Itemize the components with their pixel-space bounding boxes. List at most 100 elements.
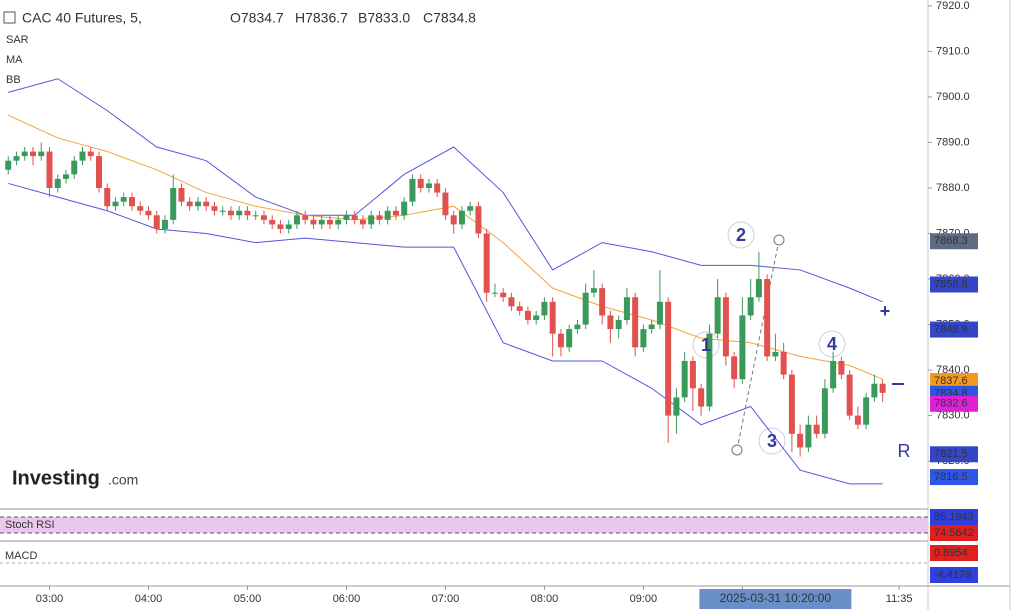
candle-body	[607, 315, 614, 330]
indicator-label[interactable]: MA	[6, 54, 23, 66]
candle-body	[566, 329, 573, 348]
wave-handle[interactable]	[773, 234, 785, 246]
price-badge-label: 86.1943	[934, 511, 974, 523]
candle-body	[780, 351, 787, 375]
candle-body	[71, 160, 78, 175]
candle-body	[706, 333, 713, 407]
price-badge-label: 7868.3	[934, 235, 968, 247]
candle-body	[879, 383, 886, 393]
candle-body	[161, 219, 168, 229]
candle-body	[277, 224, 284, 229]
candle-body	[747, 297, 754, 316]
ohlc-open: O7834.7	[230, 10, 284, 26]
symbol-title: CAC 40 Futures, 5,	[22, 10, 142, 26]
indicator-label[interactable]: SAR	[6, 34, 29, 46]
candle-body	[533, 315, 540, 321]
candle-body	[359, 219, 366, 225]
price-badge	[930, 373, 978, 389]
candle-body	[376, 215, 383, 220]
candle-body	[458, 210, 465, 225]
candle-body	[13, 156, 20, 161]
candle-body	[21, 151, 28, 157]
candle-body	[87, 151, 94, 157]
candle-body	[698, 388, 705, 407]
wave-label: R	[898, 441, 911, 461]
candle-body	[640, 329, 647, 348]
price-badge	[930, 525, 978, 541]
indicator-line	[8, 78, 883, 303]
x-tick-label: 06:00	[333, 593, 361, 605]
candle-body	[467, 206, 474, 211]
candle-body	[417, 178, 424, 188]
candle-body	[714, 297, 721, 334]
candle-body	[318, 219, 325, 225]
candle-body	[128, 197, 135, 207]
candle-body	[574, 324, 581, 330]
x-tick-label: 09:00	[630, 593, 658, 605]
pane-label: MACD	[5, 550, 37, 562]
wave-handle[interactable]	[731, 444, 743, 456]
candle-body	[46, 151, 53, 188]
candle-body	[409, 178, 416, 202]
candle-body	[450, 215, 457, 225]
wave-circle	[818, 330, 846, 358]
candle-body	[244, 210, 251, 216]
candle-body	[863, 397, 870, 425]
candle-body	[260, 215, 267, 220]
indicator-label[interactable]: BB	[6, 74, 21, 86]
wave-label: 4	[827, 334, 837, 354]
candle-body	[343, 215, 350, 220]
price-badge	[930, 233, 978, 250]
candle-body	[302, 215, 309, 220]
candle-body	[401, 201, 408, 216]
candle-body	[632, 297, 639, 348]
y-tick-label: 7920.0	[936, 0, 970, 12]
x-tick-label: 04:00	[135, 593, 163, 605]
candle-body	[689, 360, 696, 389]
candle-body	[648, 324, 655, 330]
candle-body	[203, 201, 210, 207]
price-badge-label: 7816.5	[934, 471, 968, 483]
candle-body	[310, 219, 317, 225]
candle-body	[54, 178, 61, 188]
candle-body	[170, 187, 177, 220]
y-tick-label: 7900.0	[936, 91, 970, 103]
candle-body	[62, 174, 69, 179]
x-tick-label: 08:00	[531, 593, 559, 605]
candle-body	[582, 292, 589, 325]
stoch-band	[0, 517, 928, 533]
price-badge	[930, 395, 978, 412]
candle-body	[293, 215, 300, 225]
ohlc-close: C7834.8	[423, 10, 476, 26]
candle-body	[524, 310, 531, 321]
watermark-suffix: .com	[108, 472, 138, 488]
price-badge	[930, 276, 978, 293]
collapse-box[interactable]	[3, 11, 16, 24]
candle-body	[673, 397, 680, 416]
crosshair-label: 2025-03-31 10:20:00	[720, 591, 832, 605]
candle-body	[95, 156, 102, 188]
candle-body	[112, 201, 119, 207]
candle-body	[153, 215, 160, 229]
candle-body	[772, 351, 779, 357]
price-badge	[930, 446, 978, 463]
candle-body	[475, 206, 482, 234]
candle-body	[821, 388, 828, 434]
price-badge-label: 7848.9	[934, 323, 968, 335]
candle-body	[615, 320, 622, 330]
y-tick-label: 7890.0	[936, 136, 970, 148]
x-tick-label: 05:00	[234, 593, 262, 605]
candle-body	[434, 183, 441, 193]
wave-label[interactable]: +	[880, 301, 891, 321]
price-badge-label: -4.4179	[934, 569, 971, 581]
candle-body	[137, 206, 144, 211]
candle-body	[38, 151, 45, 157]
price-badge-label: 74.5642	[934, 527, 974, 539]
candle-body	[516, 306, 523, 311]
candle-body	[384, 210, 391, 220]
candle-body	[656, 301, 663, 325]
candle-body	[252, 215, 259, 217]
price-badge-label: 7821.5	[934, 448, 968, 460]
candle-body	[722, 297, 729, 357]
